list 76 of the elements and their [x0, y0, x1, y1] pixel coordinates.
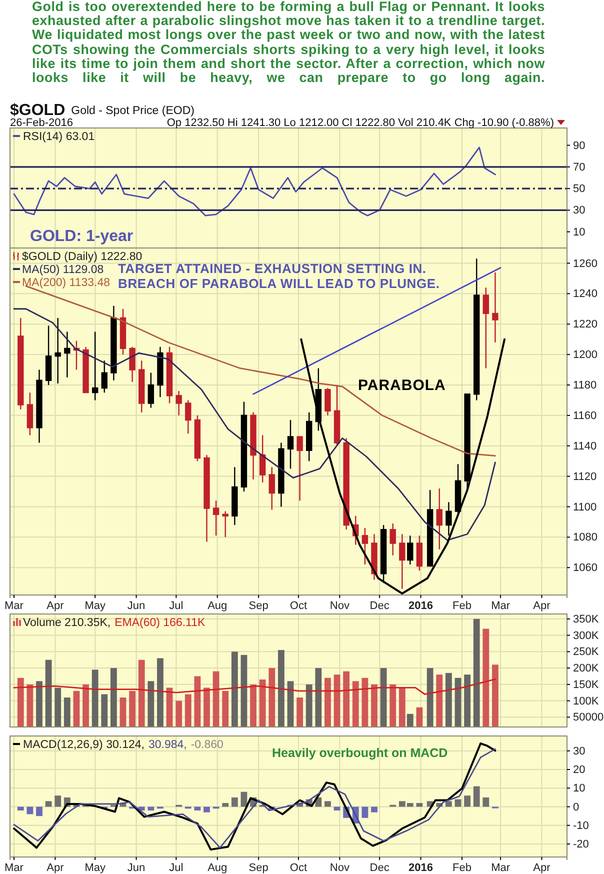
text: Gold is too overextended here to be forming a bull Flag or Pennant. It looks exhausted after a parabolic slingshot move has taken it to a trendline target. We liquidated most longs over the past week or two and now, with the latest COTs showing the Commercials shorts spiking to a very high level, it looks like its time to join them and short the sector. After a correction, which now looks like it will be heavy, we can prepare to go long again. [32, 0, 545, 86]
x-tick-label: Feb [452, 862, 472, 874]
y-tick-label: 1100 [573, 501, 597, 514]
x-tick-label: Jul [169, 600, 184, 612]
y-tick-label: 1260 [573, 258, 598, 270]
x-tick-label: Oct [290, 862, 308, 874]
y-tick-label: 30 [573, 204, 586, 217]
y-tick-label: 1240 [573, 288, 598, 300]
legend-label: MA(200) 1133.48 [22, 277, 110, 289]
text: 30.984, [148, 739, 187, 751]
x-tick-label: 2016 [408, 600, 434, 612]
y-tick-label: 1220 [573, 318, 598, 331]
x-tick-label: Mar [4, 862, 24, 874]
annotation: BREACH OF PARABOLA WILL LEAD TO PLUNGE. [118, 276, 440, 291]
chart-title: GOLD: 1-year [30, 228, 134, 245]
x-tick-label: Mar [491, 862, 510, 874]
legend-label: $GOLD (Daily) 1222.80 [22, 251, 142, 263]
y-tick-label: 1060 [573, 562, 598, 574]
x-tick-label: Mar [4, 600, 24, 612]
legend-label: RSI(14) 63.01 [23, 131, 95, 143]
annotation: PARABOLA [358, 377, 446, 394]
y-tick-label: 150K [573, 678, 600, 691]
annotation: Heavily overbought on MACD [272, 746, 448, 760]
x-tick-label: Apr [533, 862, 551, 874]
y-tick-label: 50 [573, 183, 586, 196]
x-tick-label: Jun [127, 862, 146, 874]
x-tick-label: Sep [248, 862, 268, 874]
y-tick-label: 1180 [573, 379, 597, 392]
y-tick-label: 200K [573, 662, 600, 675]
x-tick-label: 2016 [408, 862, 434, 874]
x-tick-label: Apr [533, 600, 551, 612]
y-tick-label: 1160 [573, 410, 597, 422]
x-tick-label: Dec [370, 600, 390, 612]
text: EMA(60) 166.11K [114, 617, 206, 629]
x-tick-label: Jun [127, 600, 146, 612]
legend-label: MA(50) 1129.08 [22, 264, 104, 276]
y-tick-label: 100K [573, 695, 600, 708]
y-tick-label: 300K [573, 630, 600, 642]
text: -0.860 [190, 739, 224, 751]
x-tick-label: Nov [330, 862, 350, 874]
legend-label: MACD(12,26,9) 30.124, [23, 739, 144, 751]
y-tick-label: 70 [573, 161, 586, 174]
y-tick-label: 0 [573, 801, 580, 814]
y-tick-label: 250K [573, 646, 600, 658]
y-tick-label: 1200 [573, 349, 598, 362]
y-tick-label: 1080 [573, 532, 598, 544]
x-tick-label: May [84, 862, 106, 874]
y-tick-label: 10 [573, 782, 586, 795]
annotation: 26-Feb-2016 [10, 117, 73, 129]
y-tick-label: 1120 [573, 470, 597, 483]
chart-subtitle: Gold - Spot Price (EOD) [71, 105, 195, 117]
legend-label: Volume 210.35K, [23, 617, 111, 629]
y-tick-label: 30 [573, 745, 586, 758]
x-tick-label: Aug [208, 862, 228, 874]
x-tick-label: Oct [290, 600, 308, 612]
x-tick-label: Sep [248, 600, 268, 612]
x-tick-label: May [84, 600, 106, 612]
annotation: TARGET ATTAINED - EXHAUSTION SETTING IN. [118, 261, 426, 276]
chart-title: $GOLD [10, 102, 66, 119]
y-tick-label: -10 [573, 820, 589, 832]
x-tick-label: Dec [370, 862, 390, 874]
x-tick-label: Mar [491, 600, 510, 612]
x-tick-label: Apr [46, 600, 64, 612]
y-tick-label: 350K [573, 613, 600, 626]
y-tick-label: -20 [573, 838, 589, 850]
x-tick-label: Jul [169, 862, 184, 874]
y-tick-label: 10 [573, 226, 586, 238]
y-tick-label: 1140 [573, 440, 597, 452]
y-tick-label: 90 [573, 140, 586, 152]
y-tick-label: 20 [573, 764, 586, 776]
x-tick-label: Nov [330, 600, 350, 612]
y-tick-label: 50000 [573, 712, 604, 724]
x-tick-label: Feb [452, 600, 472, 612]
x-tick-label: Aug [208, 600, 228, 612]
annotation: Op 1232.50 Hi 1241.30 Lo 1212.00 Cl 1222.80 Vol 210.4K Chg -10.90 (-0.88%) [166, 117, 554, 129]
x-tick-label: Apr [46, 862, 64, 874]
